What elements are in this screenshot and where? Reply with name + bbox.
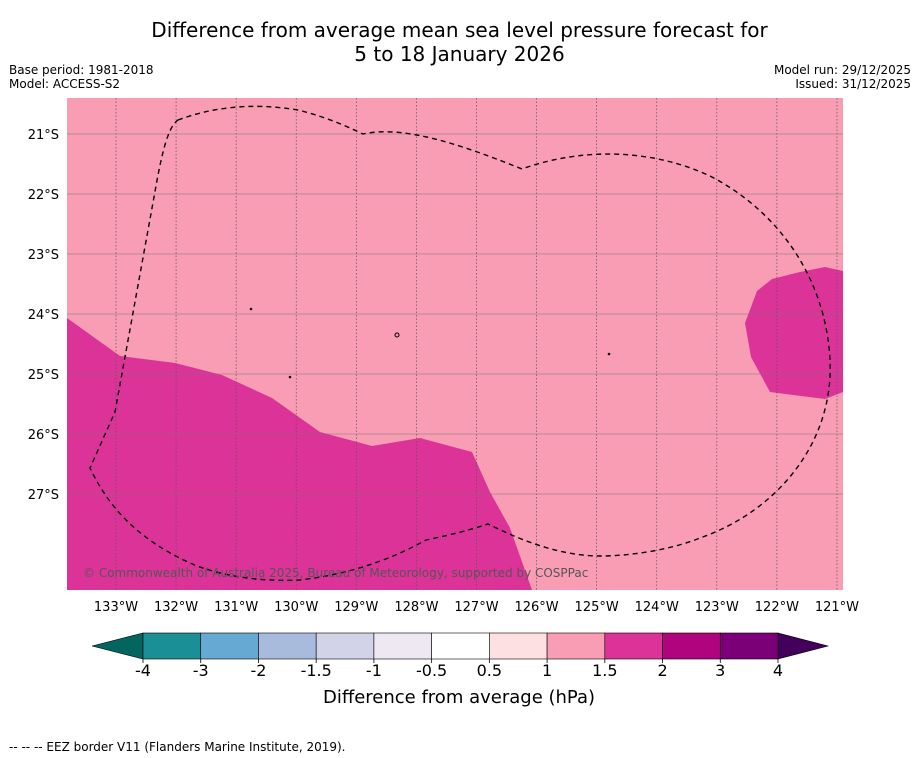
- anomaly-region-east: [745, 267, 843, 399]
- colorbar-segment: [546, 632, 606, 660]
- map-title: Difference from average mean sea level p…: [0, 18, 919, 66]
- longitude-tick-label: 124°W: [635, 600, 679, 615]
- longitude-tick-label: 122°W: [755, 600, 799, 615]
- colorbar-segment: [431, 632, 490, 660]
- colorbar-under-arrow: [91, 632, 144, 660]
- longitude-labels: 133°W 132°W 131°W 130°W 129°W 128°W 127°W 126°W…: [94, 600, 859, 615]
- longitude-tick-label: 133°W: [94, 600, 138, 615]
- title-line-1: Difference from average mean sea level p…: [151, 18, 768, 42]
- latitude-tick-label: 23°S: [28, 248, 59, 263]
- longitude-tick-label: 129°W: [334, 600, 378, 615]
- colorbar-label: Difference from average (hPa): [323, 687, 595, 708]
- longitude-tick-label: 127°W: [454, 600, 498, 615]
- colorbar-tick-label: 2: [657, 661, 667, 680]
- latitude-tick-label: 22°S: [28, 188, 59, 203]
- colorbar-segment: [142, 632, 202, 660]
- colorbar-segment: [662, 632, 721, 660]
- anomaly-region-southwest: [67, 318, 532, 590]
- colorbar-tick-label: 3: [715, 661, 725, 680]
- colorbar-segment: [258, 632, 317, 660]
- latitude-labels: 21°S 22°S 23°S 24°S 25°S 26°S 27°S: [28, 128, 59, 503]
- title-line-2: 5 to 18 January 2026: [354, 42, 565, 66]
- colorbar-tick-label: -1: [366, 661, 382, 680]
- colorbar-segment: [373, 632, 432, 660]
- colorbar-segment: [200, 632, 259, 660]
- gridlines: [67, 98, 843, 590]
- island-marker: [249, 307, 253, 311]
- colorbar-segment: [489, 632, 548, 660]
- colorbar-tick-label: 1: [542, 661, 552, 680]
- colorbar-tick-label: -1.5: [301, 661, 332, 680]
- base-period: Base period: 1981-2018: [9, 63, 154, 77]
- meta-right: Model run: 29/12/2025 Issued: 31/12/2025: [774, 63, 911, 91]
- island-marker: [394, 332, 400, 338]
- longitude-tick-label: 128°W: [394, 600, 438, 615]
- latitude-tick-label: 25°S: [28, 368, 59, 383]
- colorbar-tick-label: -3: [193, 661, 209, 680]
- colorbar-ticks: -4 -3 -2 -1.5 -1 -0.5 0.5 1 1.5 2 3 4: [135, 659, 783, 680]
- colorbar-over-arrow: [777, 632, 830, 660]
- latitude-tick-label: 26°S: [28, 428, 59, 443]
- colorbar-tick-label: -0.5: [416, 661, 447, 680]
- colorbar-segments: [91, 632, 830, 660]
- latitude-tick-label: 24°S: [28, 308, 59, 323]
- map-panel: © Commonwealth of Australia 2025, Bureau…: [28, 98, 859, 615]
- colorbar-segment: [719, 632, 779, 660]
- eez-footnote: -- -- -- EEZ border V11 (Flanders Marine…: [9, 740, 346, 754]
- colorbar-tick-label: 4: [773, 661, 783, 680]
- longitude-tick-label: 131°W: [214, 600, 258, 615]
- latitude-tick-label: 27°S: [28, 488, 59, 503]
- issued-date: Issued: 31/12/2025: [795, 77, 911, 91]
- latitude-tick-label: 21°S: [28, 128, 59, 143]
- colorbar-tick-label: 1.5: [592, 661, 617, 680]
- longitude-tick-label: 121°W: [815, 600, 859, 615]
- model-name: Model: ACCESS-S2: [9, 77, 121, 91]
- longitude-tick-label: 126°W: [514, 600, 558, 615]
- island-marker: [607, 352, 611, 356]
- longitude-tick-label: 125°W: [575, 600, 619, 615]
- copyright-text: © Commonwealth of Australia 2025, Bureau…: [83, 566, 588, 580]
- longitude-tick-label: 123°W: [695, 600, 739, 615]
- island-marker: [288, 375, 292, 379]
- meta-left: Base period: 1981-2018 Model: ACCESS-S2: [9, 63, 154, 91]
- colorbar-tick-label: 0.5: [477, 661, 502, 680]
- longitude-tick-label: 130°W: [274, 600, 318, 615]
- islands: [249, 307, 611, 379]
- colorbar-segment: [604, 632, 663, 660]
- longitude-tick-label: 132°W: [154, 600, 198, 615]
- colorbar-tick-label: -2: [250, 661, 266, 680]
- colorbar: -4 -3 -2 -1.5 -1 -0.5 0.5 1 1.5 2 3 4 Difference fr…: [91, 632, 830, 708]
- colorbar-tick-label: -4: [135, 661, 151, 680]
- colorbar-segment: [315, 632, 375, 660]
- model-run: Model run: 29/12/2025: [773, 63, 911, 77]
- eez-border: [89, 105, 831, 582]
